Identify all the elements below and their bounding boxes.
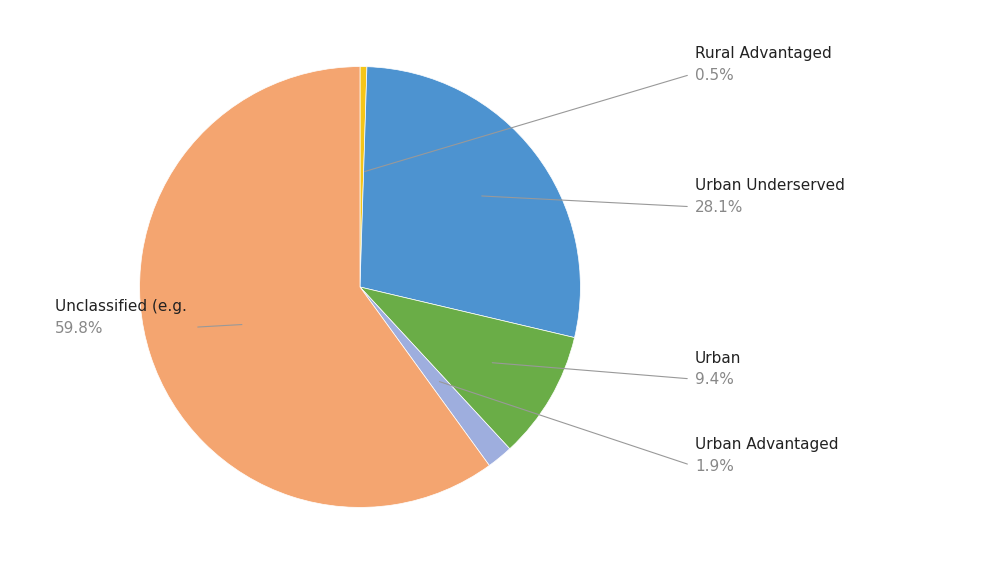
Wedge shape <box>360 67 580 338</box>
Text: 28.1%: 28.1% <box>695 200 743 215</box>
Text: Urban Underserved: Urban Underserved <box>695 179 845 193</box>
Text: Rural Advantaged: Rural Advantaged <box>695 46 832 61</box>
Text: 0.5%: 0.5% <box>695 68 734 83</box>
Text: 59.8%: 59.8% <box>55 321 104 336</box>
Text: Urban Advantaged: Urban Advantaged <box>695 437 838 452</box>
Wedge shape <box>140 67 489 507</box>
Wedge shape <box>360 287 575 449</box>
Text: Urban: Urban <box>695 351 741 366</box>
Wedge shape <box>360 287 510 466</box>
Wedge shape <box>360 67 367 287</box>
Text: Unclassified (e.g.: Unclassified (e.g. <box>55 299 187 314</box>
Text: 9.4%: 9.4% <box>695 373 734 387</box>
Text: 1.9%: 1.9% <box>695 459 734 474</box>
